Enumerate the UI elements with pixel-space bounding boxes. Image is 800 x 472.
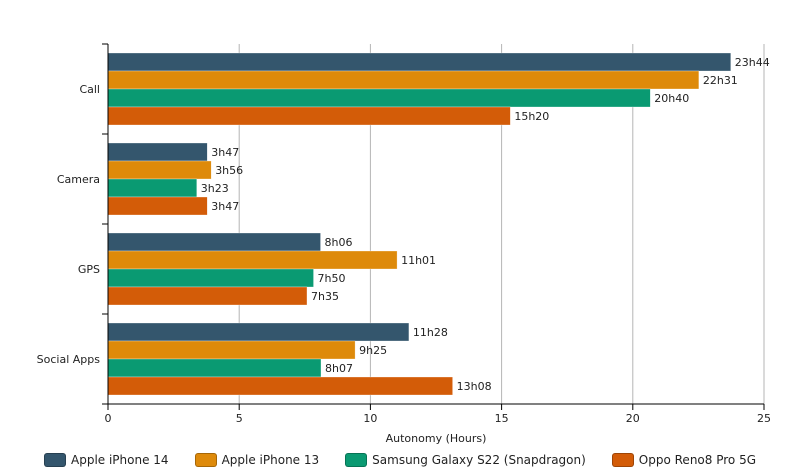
legend-label: Samsung Galaxy S22 (Snapdragon) [372,453,586,467]
axes: Call Camera GPS Social Apps 0 5 10 15 20 25 [37,43,771,425]
value-label: 3h47 [211,200,239,213]
x-axis-title: Autonomy (Hours) [386,432,487,445]
legend-swatch [345,453,368,467]
value-label: 15h20 [514,110,549,123]
bar[interactable] [107,340,356,360]
x-tick-label: 25 [757,412,771,425]
bar[interactable] [107,250,398,270]
legend-label: Apple iPhone 13 [221,453,320,467]
value-label: 7h35 [311,290,339,303]
bar[interactable] [107,232,321,252]
category-label: GPS [78,263,100,276]
value-label: 3h23 [201,182,229,195]
legend-item[interactable]: Samsung Galaxy S22 (Snapdragon) [345,453,586,467]
value-label: 11h01 [401,254,436,267]
value-label: 3h47 [211,146,239,159]
value-label: 22h31 [703,74,738,87]
category-label: Camera [57,173,100,186]
bar-chart: 23h44 22h31 20h40 15h20 3h47 3h56 3h23 3h47 8h06… [37,43,771,445]
bar[interactable] [107,178,198,198]
value-label: 8h06 [325,236,353,249]
value-label: 20h40 [654,92,689,105]
bar[interactable] [107,268,314,288]
bar[interactable] [107,106,511,126]
legend-label: Apple iPhone 14 [71,453,169,467]
category-label: Call [79,83,100,96]
legend-label: Oppo Reno8 Pro 5G [638,453,756,467]
x-tick-label: 15 [495,412,509,425]
legend-swatch [194,453,217,467]
x-tick-label: 10 [363,412,377,425]
value-label: 8h07 [325,362,353,375]
bar[interactable] [107,52,732,72]
legend-item[interactable]: Apple iPhone 14 [44,453,169,467]
bar[interactable] [107,322,410,342]
value-label: 7h50 [318,272,346,285]
category-label: Social Apps [37,353,101,366]
legend-swatch [611,453,634,467]
bar[interactable] [107,142,208,162]
legend-item[interactable]: Oppo Reno8 Pro 5G [611,453,756,467]
value-label: 11h28 [413,326,448,339]
legend-swatch [44,453,66,467]
legend-item[interactable]: Apple iPhone 13 [194,453,320,467]
value-label: 3h56 [215,164,243,177]
x-tick-label: 20 [626,412,640,425]
x-tick-label: 5 [236,412,243,425]
bars: 23h44 22h31 20h40 15h20 3h47 3h56 3h23 3h47 8h06… [107,52,770,396]
bar[interactable] [107,376,453,396]
bar[interactable] [107,358,322,378]
bar[interactable] [107,196,208,216]
x-tick-label: 0 [105,412,112,425]
value-label: 13h08 [457,380,492,393]
bar[interactable] [107,160,212,180]
legend: Apple iPhone 14 Apple iPhone 13 Samsung Ga… [0,453,800,467]
bar[interactable] [107,88,651,108]
bar[interactable] [107,286,308,306]
value-label: 23h44 [735,56,770,69]
bar[interactable] [107,70,700,90]
value-label: 9h25 [359,344,387,357]
